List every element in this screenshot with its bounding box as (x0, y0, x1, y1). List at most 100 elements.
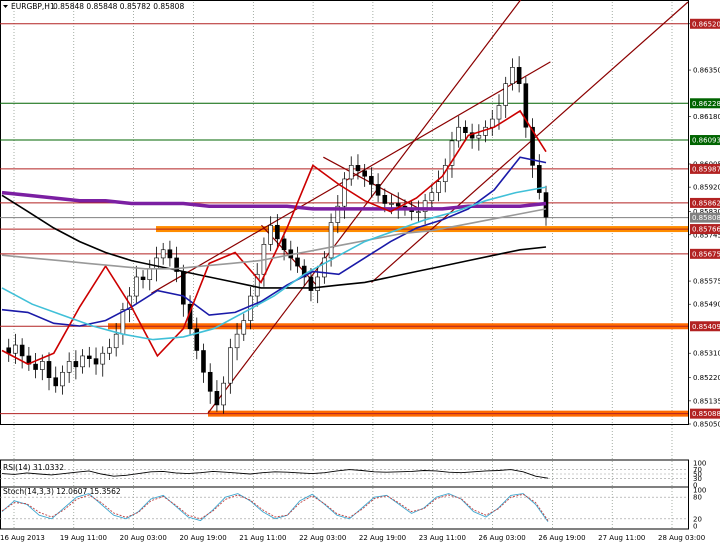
ohlc-label: 0.85848 0.85848 0.85782 0.85808 (53, 2, 184, 11)
stoch-frame (0, 486, 689, 530)
candle-body (107, 347, 112, 354)
stoch-line (1, 493, 549, 522)
price-tick-label: 0.85745 (693, 231, 720, 239)
stoch-tick-label: 100 (693, 487, 706, 495)
price-tick-label: 0.86180 (693, 113, 720, 121)
price-axis: 0.865200.863500.861800.860050.859200.858… (688, 18, 720, 531)
candle-body (281, 238, 287, 251)
candle-body (295, 257, 300, 267)
candle-body (342, 178, 347, 207)
moving-average-line (1, 156, 547, 327)
candle-body (536, 165, 542, 193)
stoch-tick-label: 80 (693, 494, 702, 502)
dropdown-triangle-icon (3, 5, 8, 8)
candle-body (134, 276, 139, 297)
candle-body (254, 273, 260, 297)
candle-body (87, 355, 92, 359)
rsi-tick-label: 70 (693, 466, 702, 474)
candle-body (241, 320, 247, 335)
price-level-tag-label: 0.85409 (692, 323, 720, 331)
price-level-tag (690, 212, 720, 223)
candle-body (301, 265, 307, 278)
price-level-tag-label: 0.85088 (692, 410, 720, 418)
candle-body (496, 105, 502, 120)
candle-body (147, 268, 153, 281)
candle-body (348, 165, 354, 180)
candle-body (489, 118, 495, 128)
candle-body (154, 257, 159, 270)
candle-body (39, 361, 45, 370)
candle-body (322, 257, 327, 278)
price-tick-label: 0.85575 (693, 278, 720, 286)
price-tick-label: 0.85220 (693, 374, 720, 382)
price-level-tag-label: 0.85808 (692, 214, 720, 222)
price-level-tag-label: 0.86520 (692, 20, 720, 28)
candle-body (174, 257, 179, 272)
price-level-tag (690, 197, 720, 208)
candle-body (275, 224, 280, 240)
time-tick-label: 19 Aug 11:00 (60, 534, 107, 542)
price-level-tag (690, 321, 720, 332)
candle-body (100, 352, 106, 365)
candle-body (389, 203, 394, 205)
candle-body (328, 222, 334, 259)
candle-body (476, 135, 482, 139)
candle-body (355, 165, 361, 172)
candle-body (510, 67, 515, 84)
time-tick-label: 20 Aug 03:00 (120, 534, 167, 542)
price-level-tag-label: 0.85987 (692, 165, 720, 173)
stoch-tick-label: 0 (693, 523, 697, 531)
price-level-tag (690, 18, 720, 29)
candle-body (483, 126, 488, 136)
candle-body (315, 276, 320, 291)
candle-body (422, 200, 428, 212)
candle-body (516, 67, 522, 84)
candle-body (46, 361, 52, 379)
candle-body (214, 391, 220, 406)
moving-average-line (1, 109, 547, 365)
candle-body (463, 126, 468, 133)
candle-body (369, 175, 374, 185)
stoch-line (1, 493, 549, 521)
candle-body (382, 195, 388, 204)
price-tick-label: 0.85050 (693, 421, 720, 429)
candle-body (33, 363, 38, 370)
candle-body (120, 309, 126, 335)
rsi-line (1, 469, 549, 479)
time-tick-label: 21 Aug 11:00 (239, 534, 286, 542)
candle-body (113, 333, 119, 349)
rsi-panel (0, 469, 688, 479)
price-tick-label: 0.85490 (693, 301, 720, 309)
candle-body (234, 333, 240, 349)
candle-body (73, 361, 79, 368)
candle-body (449, 140, 455, 166)
main-frame (0, 0, 689, 425)
candle-body (13, 344, 18, 354)
stoch-title: Stoch(14,3,3) 12.0607 15.3562 (3, 487, 121, 496)
price-level-tag (690, 163, 720, 174)
price-level-tag-label: 0.85766 (692, 226, 720, 234)
candle-body (93, 358, 99, 365)
candle-body (66, 361, 72, 373)
candle-body (503, 83, 509, 106)
time-tick-label: 20 Aug 19:00 (179, 534, 226, 542)
price-level-tag (690, 408, 720, 419)
time-tick-label: 26 Aug 03:00 (479, 534, 526, 542)
price-tick-label: 0.85920 (693, 184, 720, 192)
price-tick-label: 0.85135 (693, 397, 720, 405)
time-tick-label: 22 Aug 03:00 (299, 534, 346, 542)
candle-body (375, 184, 381, 196)
price-level-tag (690, 98, 720, 109)
moving-average-line (1, 186, 547, 341)
price-level-tag-label: 0.85862 (692, 199, 720, 207)
candle-body (181, 271, 186, 305)
candle-body (456, 126, 461, 142)
candle-body (228, 347, 233, 384)
rsi-frame (0, 459, 689, 488)
candle-body (308, 276, 314, 291)
candle-body (268, 224, 273, 245)
time-tick-label: 26 Aug 19:00 (538, 534, 585, 542)
candle-body (201, 350, 206, 373)
